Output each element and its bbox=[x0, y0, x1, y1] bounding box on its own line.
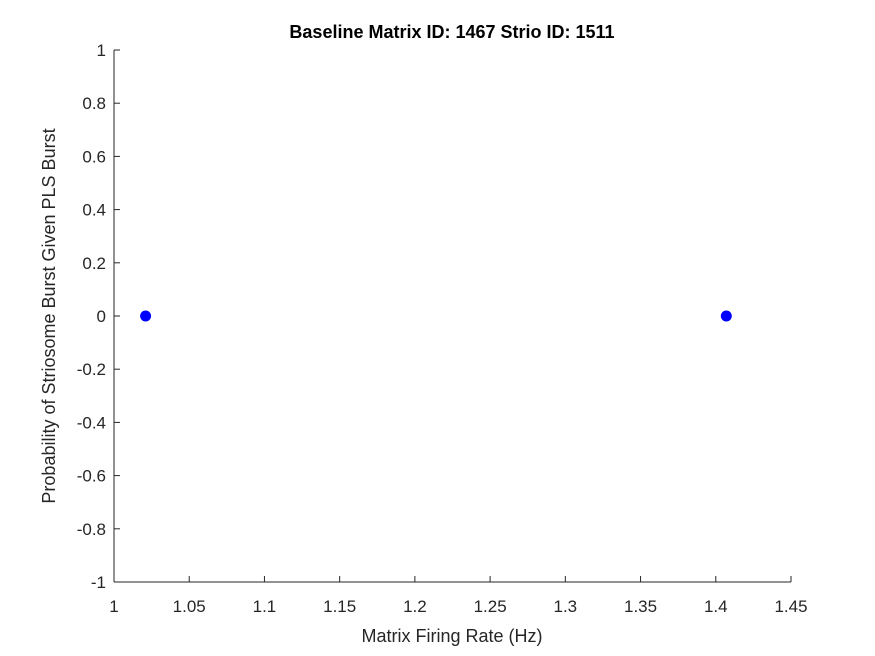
x-tick-label: 1.15 bbox=[323, 597, 356, 616]
y-tick-label: -0.6 bbox=[77, 467, 106, 486]
x-tick-label: 1.45 bbox=[774, 597, 807, 616]
y-tick-label: -0.8 bbox=[77, 520, 106, 539]
y-tick-label: 0.4 bbox=[82, 201, 106, 220]
x-tick-label: 1.35 bbox=[624, 597, 657, 616]
y-tick-label: 0.8 bbox=[82, 94, 106, 113]
x-tick-label: 1.3 bbox=[554, 597, 578, 616]
data-point bbox=[140, 310, 152, 322]
x-tick-label: 1.25 bbox=[474, 597, 507, 616]
axes: 1 1.05 1.1 1.15 1.2 1.25 1.3 1.35 1.4 1.45 -1 -0.8 -… bbox=[77, 41, 808, 616]
x-tick-label: 1.2 bbox=[403, 597, 427, 616]
x-tick-label: 1 bbox=[109, 597, 118, 616]
x-tick-label: 1.4 bbox=[704, 597, 728, 616]
y-tick-label: 1 bbox=[97, 41, 106, 60]
y-tick-label: -0.2 bbox=[77, 360, 106, 379]
x-tick-label: 1.1 bbox=[253, 597, 277, 616]
y-tick-label: 0 bbox=[97, 307, 106, 326]
y-tick-label: -0.4 bbox=[77, 413, 106, 432]
data-points bbox=[140, 310, 732, 322]
y-tick-label: -1 bbox=[91, 573, 106, 592]
chart-title: Baseline Matrix ID: 1467 Strio ID: 1511 bbox=[289, 22, 614, 42]
y-axis-label: Probability of Striosome Burst Given PLS… bbox=[39, 128, 59, 503]
y-tick-label: 0.6 bbox=[82, 147, 106, 166]
x-axis-label: Matrix Firing Rate (Hz) bbox=[361, 626, 542, 646]
data-point bbox=[720, 310, 732, 322]
y-tick-label: 0.2 bbox=[82, 254, 106, 273]
x-tick-label: 1.05 bbox=[173, 597, 206, 616]
